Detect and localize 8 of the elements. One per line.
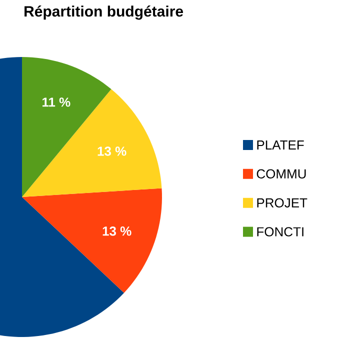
legend-label: COMMU	[256, 169, 306, 178]
data-label: 13 %	[98, 146, 126, 156]
legend-label: PROJET	[257, 198, 308, 208]
legend-label: PLATEF	[257, 140, 304, 150]
data-label: 11 %	[42, 98, 70, 107]
data-label: 13 %	[102, 226, 132, 236]
chart-title: Répartition budgétaire	[24, 6, 184, 20]
legend-label: FONCTI	[257, 227, 304, 236]
